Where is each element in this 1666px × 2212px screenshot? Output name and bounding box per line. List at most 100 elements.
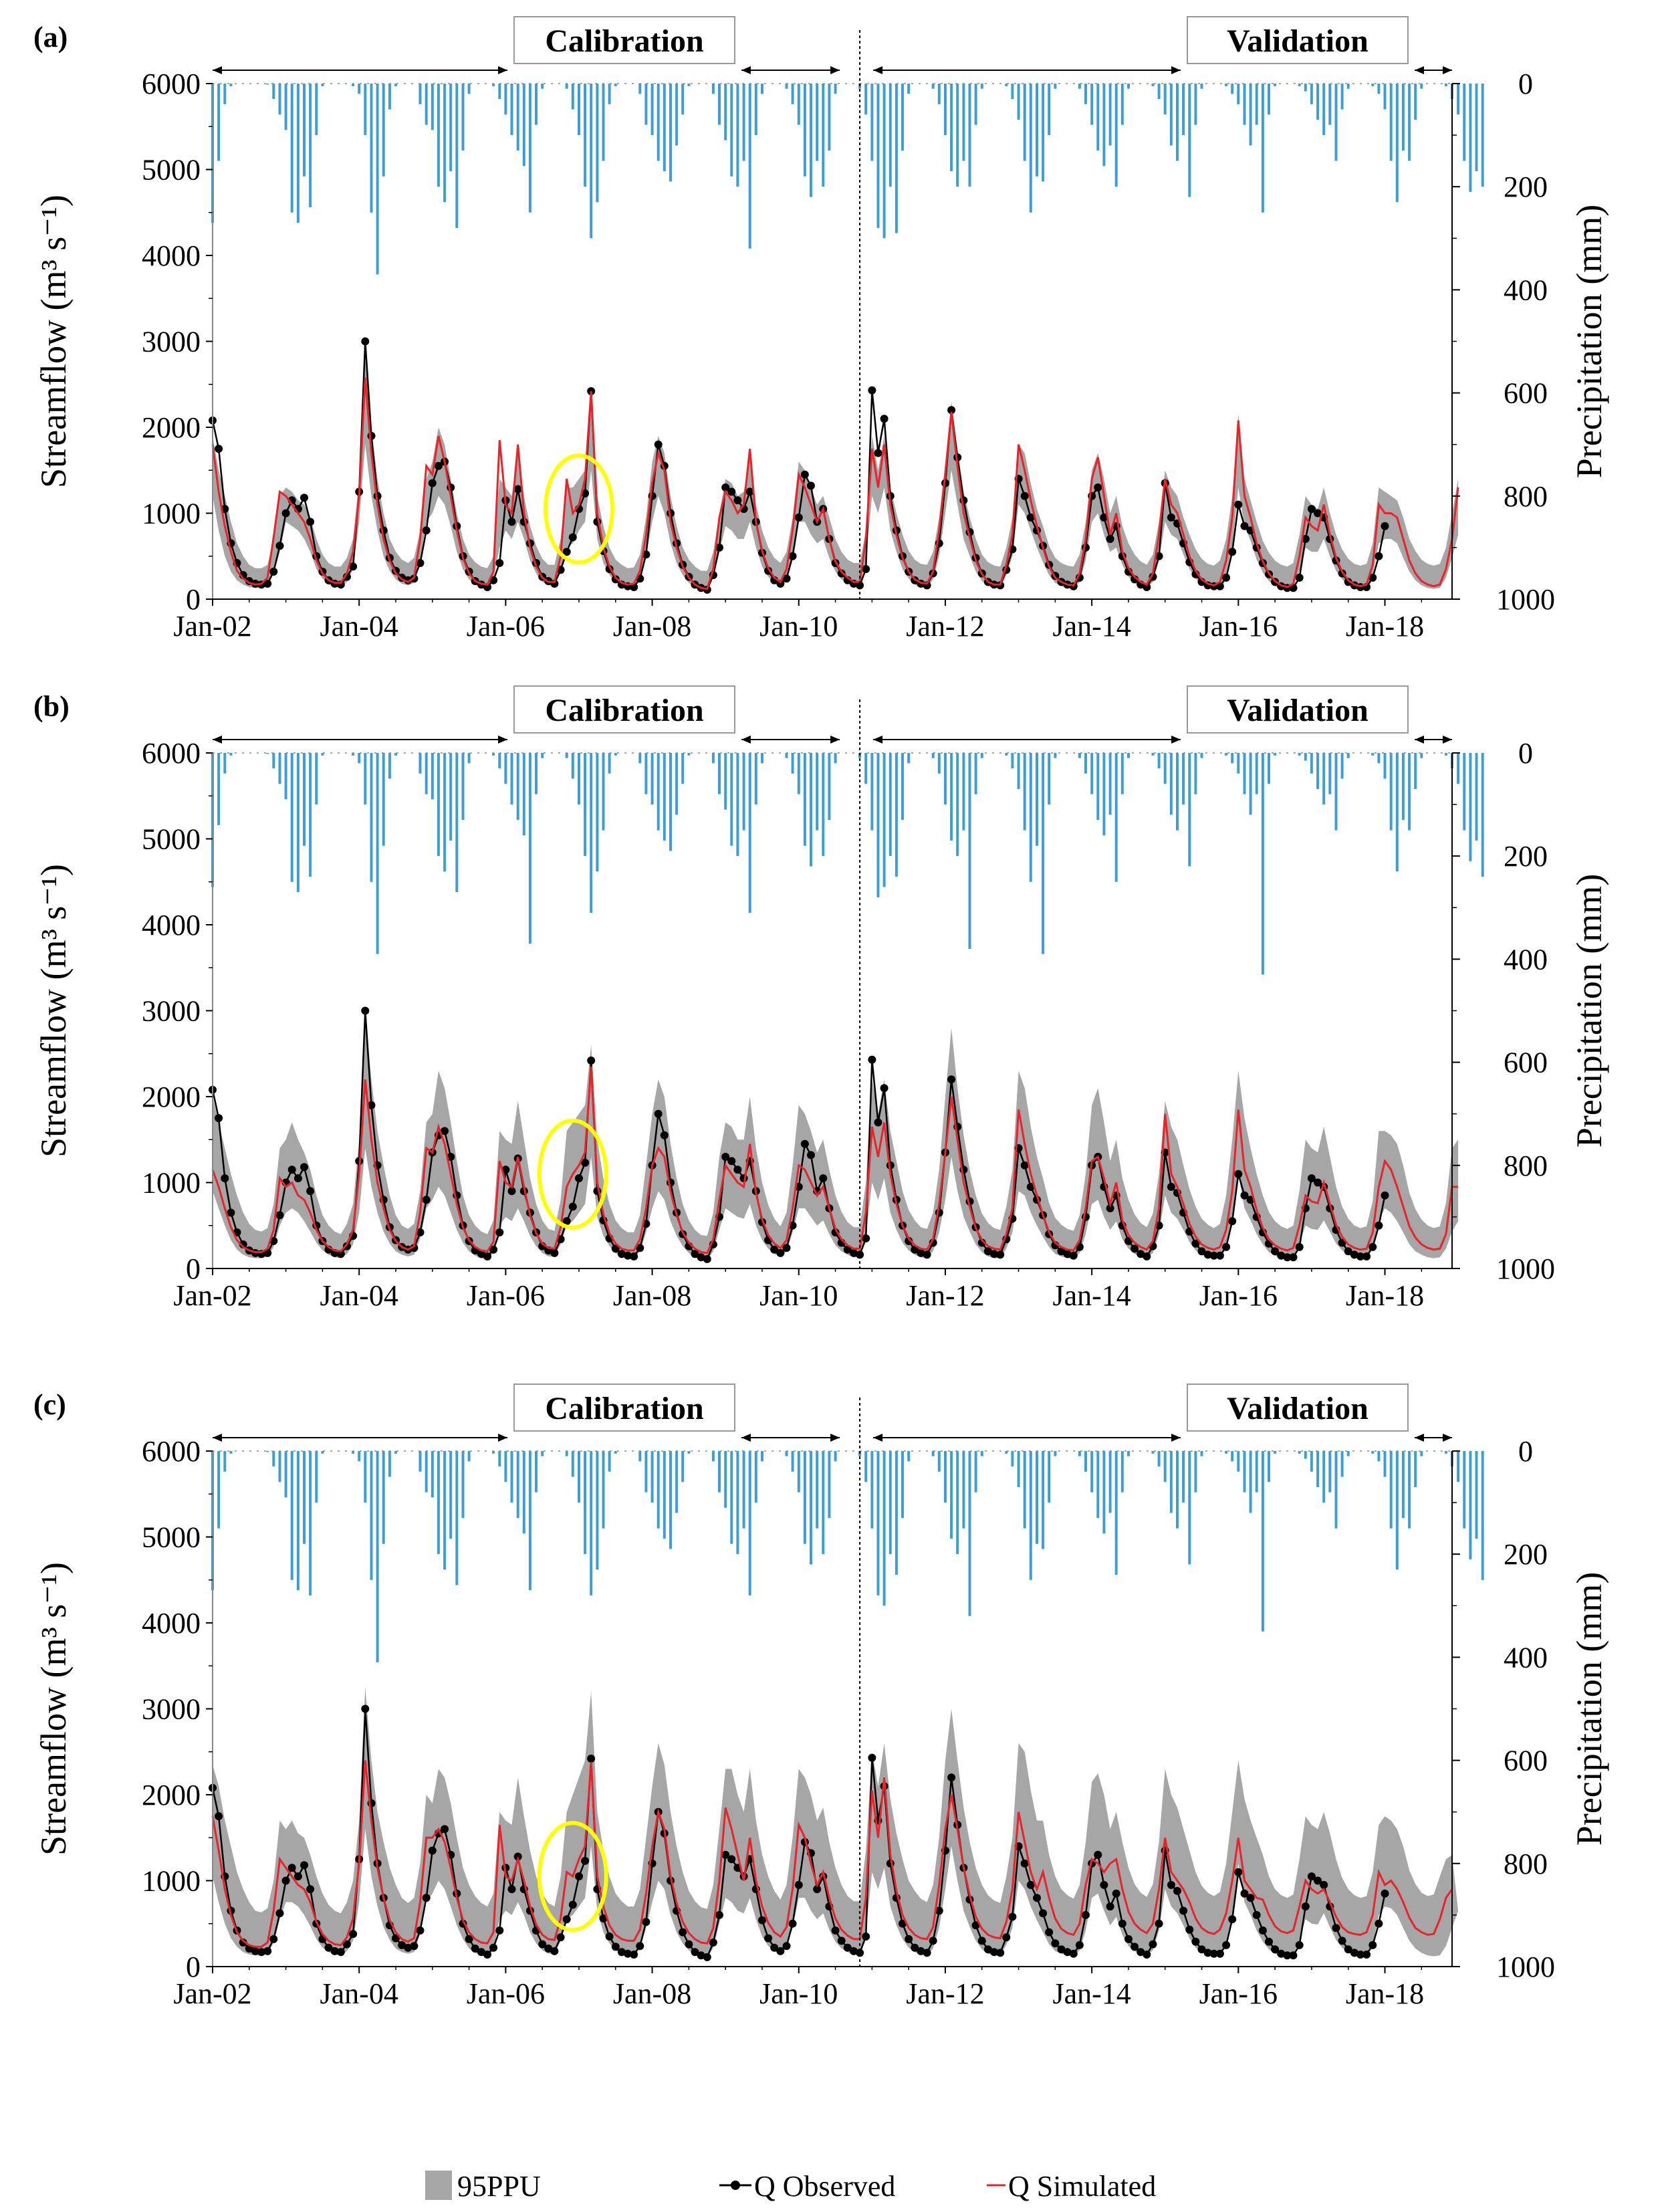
precip-bar [1389,753,1393,831]
y2-tick-label: 0 [1518,68,1533,100]
y2-tick-label: 600 [1504,1745,1548,1777]
observed-point [550,1248,559,1257]
observed-point [1112,1889,1120,1898]
precip-bar [1127,753,1130,758]
precip-bar [1102,753,1106,836]
observed-point [263,1248,272,1257]
precip-bar [1017,753,1020,789]
precip-bar [882,1451,886,1606]
precip-bar [1231,84,1234,94]
observed-point [287,1166,296,1174]
precip-bar [968,753,971,949]
precip-bar [1401,753,1405,820]
observed-point [1283,1951,1292,1960]
observed-point [300,493,308,502]
observed-point [1094,483,1102,491]
y2-axis-label: Precipitation (mm) [1569,874,1609,1147]
observed-point [287,1864,296,1872]
observed-point [923,1949,931,1957]
precip-bar [1444,1451,1447,1454]
precip-bar [370,753,373,882]
precip-bar [657,753,660,831]
observed-point [727,1157,736,1166]
validation-arrow-left-head-left [873,1434,883,1442]
precip-bar [1036,84,1038,177]
precip-bar [663,1451,666,1539]
y-tick-label: 6000 [142,737,201,770]
observed-point [788,1919,797,1928]
observed-point [1118,1919,1126,1928]
precip-bar [223,753,227,774]
precip-bar [510,753,513,805]
precip-bar [1120,753,1124,794]
precipitation-bars [211,753,1484,975]
y2-tick-label: 200 [1504,840,1548,873]
precip-bar [1182,1451,1185,1503]
observed-point [1124,1934,1133,1943]
observed-point [507,1187,516,1196]
x-tick-label: Jan-02 [173,610,251,643]
precip-bar [229,84,233,86]
precip-bar [754,753,757,805]
precip-bar [461,84,465,151]
precip-bar [742,1451,745,1529]
calibration-arrow-left-head-left [213,66,222,74]
observed-point [1143,1951,1151,1959]
precip-bar [584,753,587,857]
observed-point [544,1945,553,1953]
precip-bar [791,84,794,104]
precip-bar [449,84,453,172]
y2-tick-label: 400 [1504,1641,1548,1674]
y2-tick-label: 800 [1504,480,1548,513]
observed-point [1222,1242,1231,1251]
precip-bar [1457,753,1460,784]
precip-bar [419,753,422,774]
observed-point [587,1057,596,1065]
precip-bar [901,753,904,820]
precip-bar [1188,1451,1191,1565]
precip-bar [223,1451,227,1472]
observed-point [856,1949,864,1957]
precip-bar [309,1451,312,1595]
observed-point [1314,509,1322,518]
observed-point [257,1948,266,1957]
precip-bar [1036,753,1038,846]
observed-point [611,1244,620,1253]
precip-bar [1108,1451,1112,1513]
precip-bar [1102,1451,1106,1534]
precip-bar [1371,753,1375,756]
precip-bar [590,84,593,239]
precip-bar [1176,84,1179,161]
observed-point [691,1250,699,1258]
y2-tick-label: 200 [1504,171,1548,203]
observed-point [1045,1928,1054,1937]
precip-bar [1383,753,1387,779]
precip-bar [492,753,495,756]
observed-point [1314,1876,1322,1885]
observed-point [1301,1902,1310,1911]
precip-bar [864,84,868,115]
observed-point [215,1114,223,1123]
precip-bar [1316,753,1320,789]
observed-point [269,567,278,576]
observed-point [300,1861,308,1870]
observed-point [1197,1945,1206,1954]
observed-point [874,1118,882,1127]
precip-bar [1090,1451,1094,1492]
precip-bar [937,84,941,104]
observed-point [800,1139,809,1148]
observed-point [1082,1910,1090,1919]
precip-bar [1127,1451,1130,1456]
precip-bar [742,84,745,161]
calibration-box [513,1384,735,1432]
observed-point [1307,1174,1316,1183]
observed-point [782,1244,791,1252]
observed-point [416,559,425,567]
precip-bar [870,1451,874,1529]
precip-bar [895,1451,898,1575]
observed-point [1026,513,1035,522]
precip-bar [614,84,617,86]
observed-point [911,1943,919,1952]
precip-bar [1011,753,1014,769]
calibration-arrow-right-head-left [741,66,751,74]
